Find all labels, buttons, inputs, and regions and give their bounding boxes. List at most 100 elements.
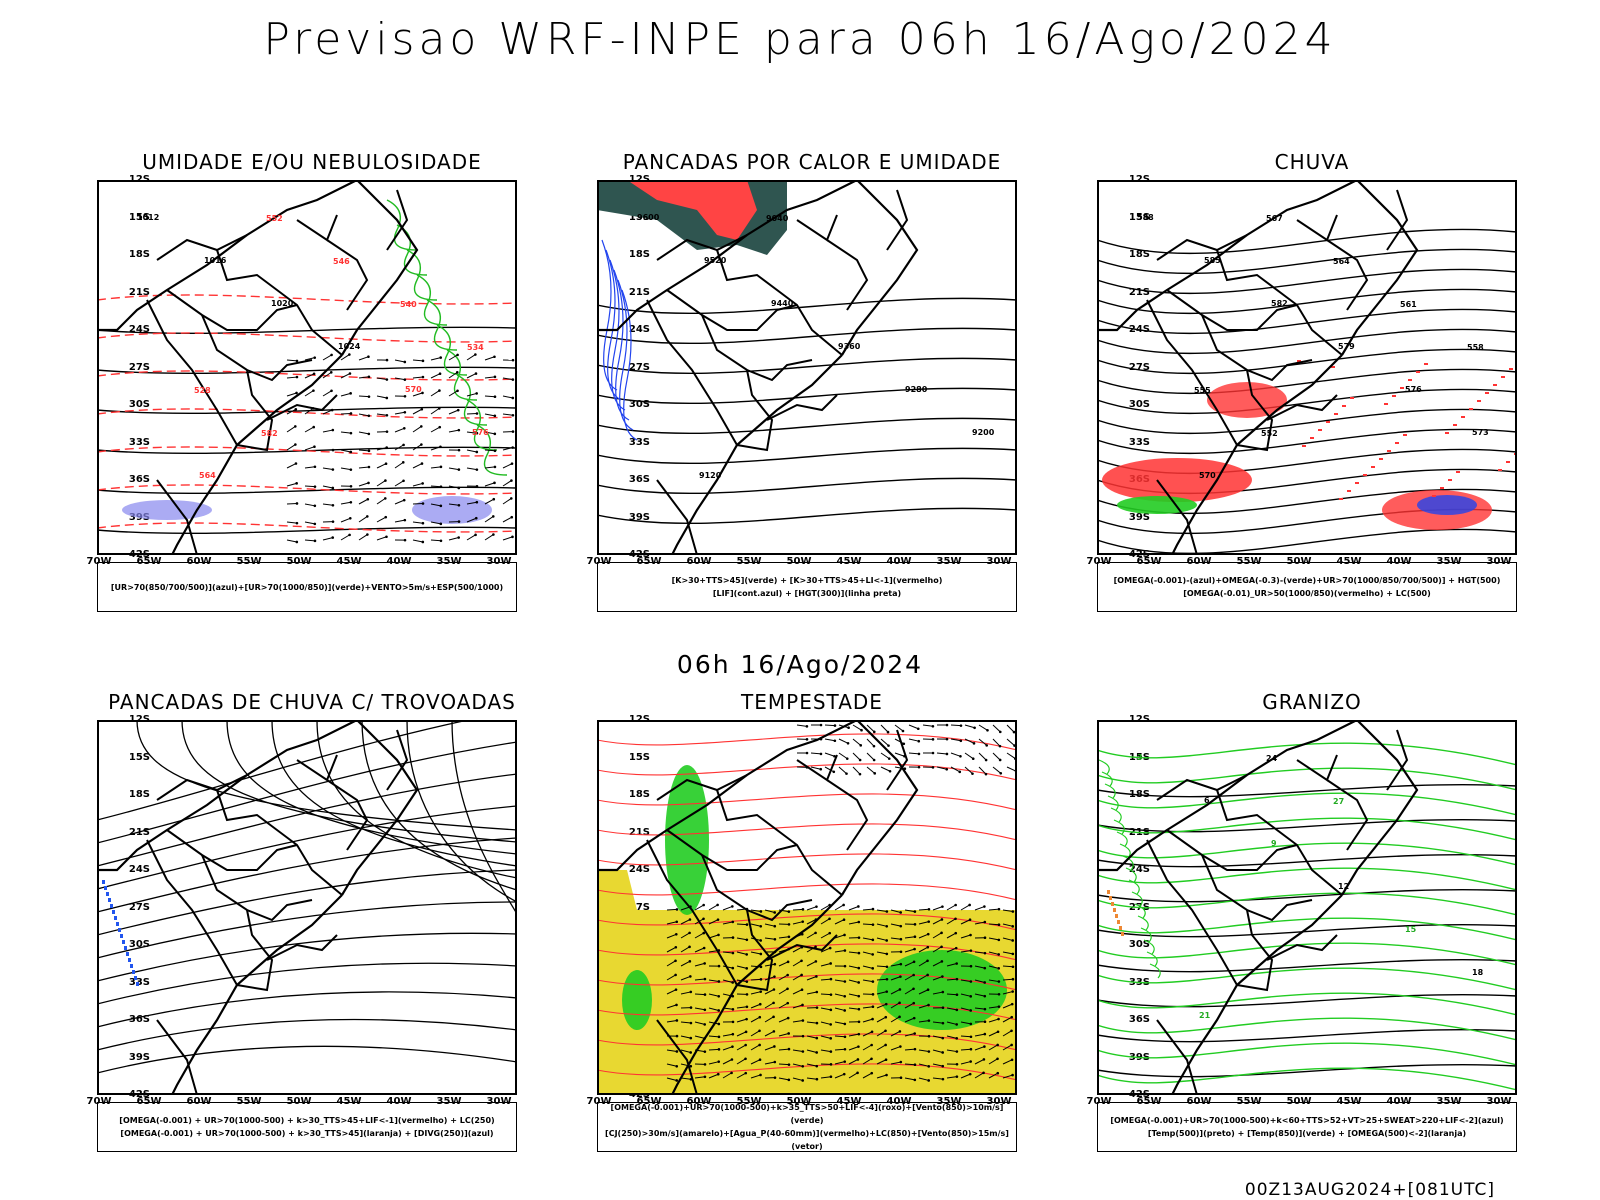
lon-tick-label: 70W — [86, 1096, 112, 1107]
wind-vector — [304, 426, 314, 433]
wind-vector — [438, 372, 442, 376]
political-border — [701, 854, 813, 922]
legend-box: [OMEGA(-0.001)-(azul)+OMEGA(-0.3)-(verde… — [1097, 562, 1517, 612]
wind-vector — [502, 413, 513, 416]
lat-tick-label: 39S — [1128, 511, 1150, 523]
wind-vector — [996, 1057, 999, 1061]
wind-vector — [778, 1063, 790, 1066]
wind-vector — [764, 963, 775, 967]
wind-vector — [778, 1002, 788, 1009]
wind-vector — [772, 1001, 775, 1005]
thickness-contour — [97, 294, 517, 305]
wind-vector — [675, 1064, 679, 1068]
contour-label: 9280 — [905, 385, 928, 394]
wind-vector — [857, 1045, 860, 1048]
wind-vector — [983, 951, 987, 955]
wind-vector — [304, 446, 315, 451]
humidity-contour — [446, 349, 478, 401]
wind-vector — [848, 1007, 859, 1010]
wind-vector — [941, 1036, 945, 1040]
streamline — [97, 962, 517, 1005]
wind-vector — [330, 389, 333, 393]
panel-title: GRANIZO — [1262, 690, 1362, 714]
wind-vector — [455, 371, 459, 374]
coastline — [1097, 180, 1517, 332]
streamline — [181, 720, 517, 843]
wind-vector — [778, 1048, 790, 1051]
wind-vector — [866, 766, 876, 774]
wind-vector — [884, 1029, 887, 1033]
map-panel-6: GRANIZO 12S 15S 18S 21S 24S 27S 30S 33S 36S 39S 42S… — [1052, 690, 1572, 1170]
wind-vector — [312, 425, 316, 429]
legend-box: [UR>70(850/700/500)](azul)+[UR>70(1000/8… — [97, 562, 517, 612]
wind-vector — [759, 939, 762, 942]
lon-tick-label: 50W — [786, 556, 812, 567]
streamline — [597, 763, 1017, 781]
wind-vector — [974, 951, 985, 954]
wind-vector — [964, 766, 973, 775]
political-border — [1386, 729, 1409, 791]
contour-label: 9040 — [766, 214, 789, 223]
wind-vector — [978, 724, 988, 731]
rain-shading — [1461, 416, 1465, 418]
streamline — [597, 1063, 1017, 1081]
wind-vector — [666, 989, 677, 995]
wind-vector — [824, 738, 835, 742]
rain-shading — [1334, 413, 1338, 415]
wind-vector — [872, 730, 876, 734]
wind-vector — [931, 738, 935, 741]
wind-vector — [764, 923, 775, 927]
wind-vector — [862, 1058, 872, 1065]
wind-vector — [456, 408, 460, 412]
wind-vector — [511, 358, 515, 362]
wind-vector — [871, 967, 875, 970]
wind-vector — [862, 937, 873, 941]
height-contour — [597, 447, 1017, 465]
political-border — [266, 934, 338, 961]
coastline — [97, 180, 517, 332]
wind-vector — [731, 1020, 735, 1024]
wind-vector — [778, 1032, 789, 1037]
wind-vector — [295, 391, 298, 395]
wind-shading — [877, 950, 1007, 1030]
political-border — [1156, 479, 1198, 555]
wind-vector — [313, 356, 317, 359]
wind-vector — [955, 1023, 958, 1026]
divergence-shading — [118, 928, 121, 932]
wind-vector — [312, 372, 316, 376]
wind-vector — [787, 1078, 791, 1082]
thickness-contour — [97, 408, 517, 419]
map-area — [97, 720, 517, 1095]
lat-tick-label: 33S — [628, 436, 650, 448]
wind-vector — [295, 359, 299, 363]
lon-tick-label: 35W — [1436, 1096, 1462, 1107]
omega-shading — [1113, 908, 1116, 912]
wind-vector — [666, 921, 677, 925]
wind-vector — [502, 480, 512, 487]
wind-vector — [814, 931, 817, 935]
wind-vector — [322, 503, 333, 506]
wind-vector — [918, 921, 929, 925]
coastline — [1171, 354, 1343, 555]
wind-vector — [484, 431, 495, 435]
coastline — [341, 180, 419, 356]
wind-vector — [731, 1045, 734, 1048]
wind-vector — [689, 1006, 693, 1009]
temperature-contour — [1097, 889, 1517, 903]
wind-vector — [983, 936, 987, 940]
legend-line: [OMEGA(-0.001)+UR>70(1000-500)+k<60+TTS>… — [1110, 1116, 1504, 1125]
wind-vector — [960, 1048, 972, 1051]
wind-vector — [674, 959, 677, 963]
omega-shading — [1111, 902, 1114, 906]
wind-vector — [870, 1057, 873, 1061]
map-svg: 588 585 582 579 576 573 570 567 564 561 558 555 552 — [1097, 180, 1517, 555]
wind-vector — [708, 1073, 719, 1079]
wind-vector — [996, 1043, 999, 1047]
wind-vector — [1010, 1043, 1013, 1047]
height-contour — [1097, 368, 1517, 395]
lat-tick-label: 30S — [128, 939, 150, 950]
wind-vector — [509, 497, 513, 500]
wind-vector — [848, 921, 859, 925]
wind-vector — [493, 481, 496, 485]
lat-tick-label: 24S — [128, 324, 150, 335]
